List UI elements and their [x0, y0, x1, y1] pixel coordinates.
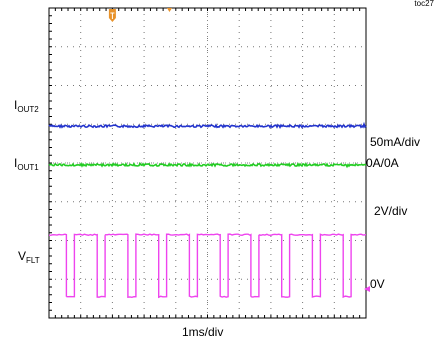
- scope-grid: [48, 7, 367, 319]
- trace-label-vflt: VFLT: [18, 249, 40, 265]
- trace-v-flt: [48, 233, 367, 299]
- scope-markers: [108, 8, 370, 292]
- trace-i-out2: [48, 121, 367, 130]
- trigger-level-marker: [166, 8, 172, 12]
- trace-i-out1: [48, 161, 367, 169]
- figure-id: toc27: [414, 0, 434, 8]
- time-scale-label: 1ms/div: [182, 325, 224, 339]
- voltage-scale-label: 2V/div: [374, 204, 408, 218]
- scope-traces: [48, 121, 367, 299]
- voltage-zero-label: 0V: [370, 277, 385, 291]
- current-zero-label: 0A/0A: [366, 156, 399, 170]
- current-scale-label: 50mA/div: [370, 135, 421, 149]
- trace-label-iout1: IOUT1: [14, 156, 39, 172]
- trace-label-iout2: IOUT2: [14, 98, 39, 114]
- vflt-reference-arrow: [364, 285, 370, 292]
